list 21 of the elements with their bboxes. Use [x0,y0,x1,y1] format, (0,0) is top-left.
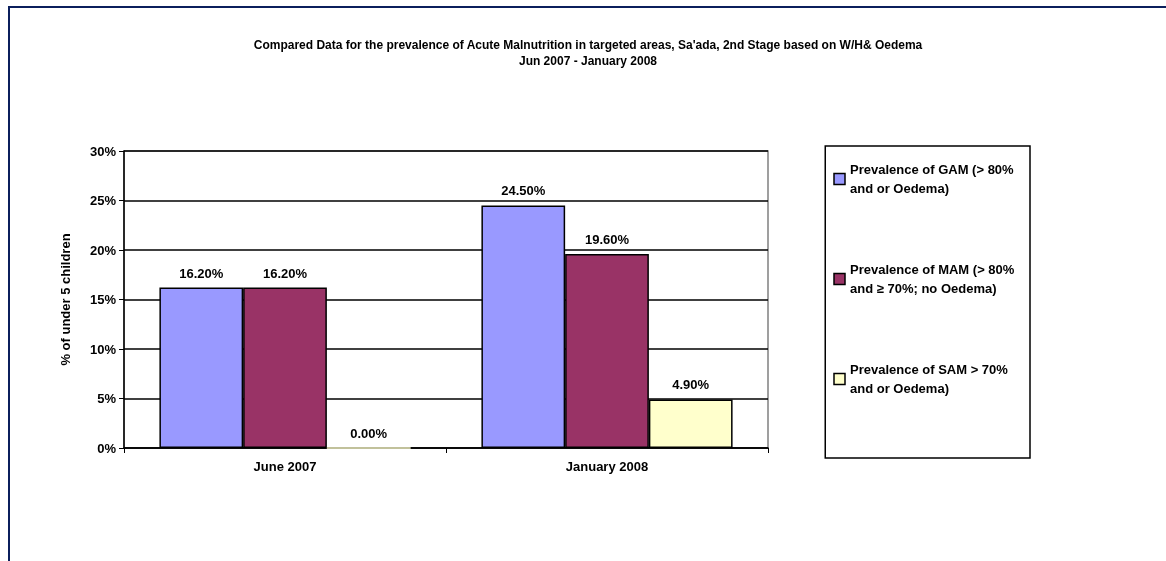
legend-label: Prevalence of MAM (> 80% and ≥ 70%; no Oedema) [850,262,1018,296]
y-axis-title: % of under 5 children [58,233,73,366]
data-label: 19.60% [584,231,630,247]
chart-title: Compared Data for the prevalence of Acute Malnutrition in targeted areas, Sa'ada, 2nd Stage based on W/H& Oedema [253,38,923,52]
y-tick-label: 15% [89,292,117,307]
y-tick-label: 0% [97,440,117,456]
data-label: 0.00% [350,425,388,441]
chart-subtitle: Jun 2007 - January 2008 [518,54,658,68]
y-tick-label: 20% [89,242,117,258]
legend-label: Prevalence of SAM > 70% and or Oedema) [850,362,1012,396]
x-tick-label: January 2008 [565,459,649,474]
data-label: 4.90% [672,377,710,393]
y-tick-label: 5% [97,391,117,406]
data-label: 24.50% [501,183,546,199]
legend-label: Prevalence of GAM (> 80% and or Oedema) [850,162,1018,196]
x-tick-label: June 2007 [253,459,317,474]
y-tick-label: 30% [89,143,117,159]
data-label: 16.20% [262,265,308,281]
y-tick-label: 10% [89,341,117,357]
data-label: 16.20% [179,265,224,281]
y-tick-label: 25% [89,193,117,208]
